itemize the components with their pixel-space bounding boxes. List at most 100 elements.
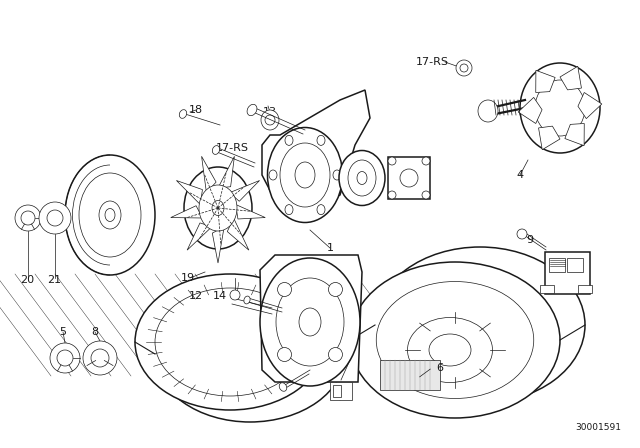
Polygon shape [260, 255, 362, 382]
Polygon shape [177, 181, 202, 205]
Bar [545, 252, 590, 294]
Ellipse shape [280, 143, 330, 207]
Text: 16: 16 [289, 373, 303, 383]
Polygon shape [578, 92, 602, 119]
Circle shape [278, 348, 292, 362]
Ellipse shape [333, 170, 341, 180]
Ellipse shape [244, 296, 250, 304]
Circle shape [278, 283, 292, 297]
Text: 19: 19 [181, 273, 195, 283]
Ellipse shape [65, 155, 155, 275]
Ellipse shape [375, 247, 585, 403]
Circle shape [388, 157, 396, 165]
Text: 17-RS: 17-RS [415, 57, 449, 67]
Circle shape [460, 64, 468, 72]
Text: 1: 1 [326, 243, 333, 253]
Ellipse shape [269, 170, 277, 180]
Ellipse shape [276, 278, 344, 366]
Ellipse shape [184, 167, 252, 249]
Circle shape [265, 115, 275, 125]
Bar [330, 382, 352, 400]
Text: 18: 18 [189, 105, 203, 115]
Text: 30001591: 30001591 [575, 423, 621, 432]
Ellipse shape [339, 151, 385, 206]
Circle shape [328, 348, 342, 362]
Circle shape [91, 349, 109, 367]
Polygon shape [230, 181, 260, 201]
Ellipse shape [400, 169, 418, 187]
Ellipse shape [260, 258, 360, 386]
Polygon shape [518, 97, 542, 124]
Polygon shape [171, 206, 202, 218]
Circle shape [47, 210, 63, 226]
Circle shape [388, 191, 396, 199]
Bar [578, 285, 592, 293]
Polygon shape [262, 90, 370, 220]
Polygon shape [212, 227, 224, 263]
Circle shape [39, 202, 71, 234]
Polygon shape [236, 205, 265, 219]
Polygon shape [565, 124, 584, 146]
Ellipse shape [135, 274, 325, 410]
Bar [380, 360, 440, 390]
Text: 12: 12 [189, 291, 203, 301]
Ellipse shape [295, 162, 315, 188]
Ellipse shape [99, 201, 121, 229]
Circle shape [517, 229, 527, 239]
Ellipse shape [285, 135, 293, 145]
Ellipse shape [247, 104, 257, 116]
Text: 4: 4 [516, 170, 524, 180]
Bar [549, 258, 565, 272]
Text: 20: 20 [20, 275, 34, 285]
Text: 17-RS: 17-RS [216, 143, 248, 153]
Ellipse shape [261, 110, 279, 130]
Ellipse shape [376, 281, 534, 399]
Text: 6: 6 [436, 363, 444, 373]
Text: 7: 7 [332, 360, 339, 370]
Bar [388, 157, 430, 199]
Circle shape [57, 350, 73, 366]
Text: 21: 21 [47, 275, 61, 285]
Text: 10: 10 [563, 259, 577, 269]
Circle shape [422, 191, 430, 199]
Bar [333, 385, 341, 397]
Bar [540, 285, 554, 293]
Ellipse shape [348, 160, 376, 196]
Ellipse shape [350, 262, 560, 418]
Polygon shape [187, 223, 212, 250]
Ellipse shape [179, 110, 187, 118]
Text: 2: 2 [360, 167, 367, 177]
Circle shape [456, 60, 472, 76]
Polygon shape [218, 156, 234, 188]
Ellipse shape [212, 201, 224, 215]
Ellipse shape [79, 173, 141, 257]
Ellipse shape [429, 334, 471, 366]
Ellipse shape [105, 208, 115, 221]
Ellipse shape [155, 288, 305, 396]
Polygon shape [560, 66, 582, 90]
Ellipse shape [212, 146, 220, 155]
Ellipse shape [268, 128, 342, 223]
Text: 3: 3 [397, 173, 403, 183]
Ellipse shape [357, 172, 367, 185]
Text: 9: 9 [527, 235, 534, 245]
Ellipse shape [317, 205, 325, 215]
Ellipse shape [535, 80, 585, 136]
Circle shape [15, 205, 41, 231]
Text: 11-RS: 11-RS [556, 277, 588, 287]
Ellipse shape [317, 135, 325, 145]
Polygon shape [227, 218, 249, 250]
Ellipse shape [285, 205, 293, 215]
Polygon shape [538, 126, 560, 150]
Ellipse shape [279, 383, 287, 391]
Text: 5: 5 [60, 327, 67, 337]
Circle shape [21, 211, 35, 225]
Polygon shape [202, 156, 216, 193]
Circle shape [328, 283, 342, 297]
Ellipse shape [478, 100, 498, 122]
Circle shape [230, 290, 240, 300]
Bar [567, 258, 583, 272]
Text: 13: 13 [263, 107, 277, 117]
Ellipse shape [299, 308, 321, 336]
Ellipse shape [520, 63, 600, 153]
